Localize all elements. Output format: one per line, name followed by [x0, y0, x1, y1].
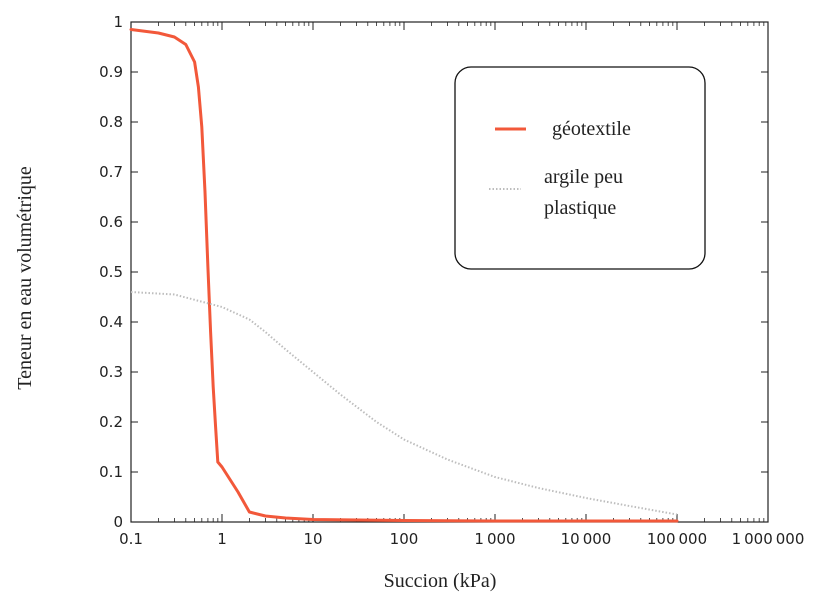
y-tick-label: 0.6	[99, 213, 123, 231]
y-tick-label: 0.4	[99, 313, 123, 331]
tick-labels: 00.10.20.30.40.50.60.70.80.910.1 1 10 100 1 …	[99, 13, 804, 548]
x-tick-label: 10	[303, 530, 322, 548]
series-lines	[129, 28, 679, 523]
x-tick-label: 1 000	[474, 530, 515, 548]
y-tick-label: 0	[113, 513, 123, 531]
legend-box	[454, 66, 706, 270]
x-tick-label: 1 000 000	[732, 530, 805, 548]
y-tick-label: 0.1	[99, 463, 123, 481]
y-tick-label: 0.8	[99, 113, 123, 131]
y-tick-label: 0.7	[99, 163, 123, 181]
x-tick-label: 100 000	[647, 530, 707, 548]
y-tick-label: 0.5	[99, 263, 123, 281]
y-tick-label: 1	[113, 13, 123, 31]
series-line-1	[130, 291, 678, 516]
x-tick-label: 1	[217, 530, 227, 548]
x-axis-title: Succion (kPa)	[384, 570, 497, 592]
x-tick-label: 10 000	[561, 530, 612, 548]
series-line-0	[129, 28, 679, 523]
y-axis-title: Teneur en eau volumétrique	[14, 166, 36, 390]
y-tick-label: 0.3	[99, 363, 123, 381]
y-tick-label: 0.9	[99, 63, 123, 81]
legend-label-geotextile: géotextile	[552, 118, 631, 140]
y-tick-label: 0.2	[99, 413, 123, 431]
x-tick-label: 0.1	[119, 530, 143, 548]
legend-label-argile: argile peu plastique	[544, 166, 623, 219]
x-tick-label: 100	[390, 530, 419, 548]
plot-area	[129, 21, 769, 523]
legend: géotextile argile peu plastique	[454, 66, 706, 270]
